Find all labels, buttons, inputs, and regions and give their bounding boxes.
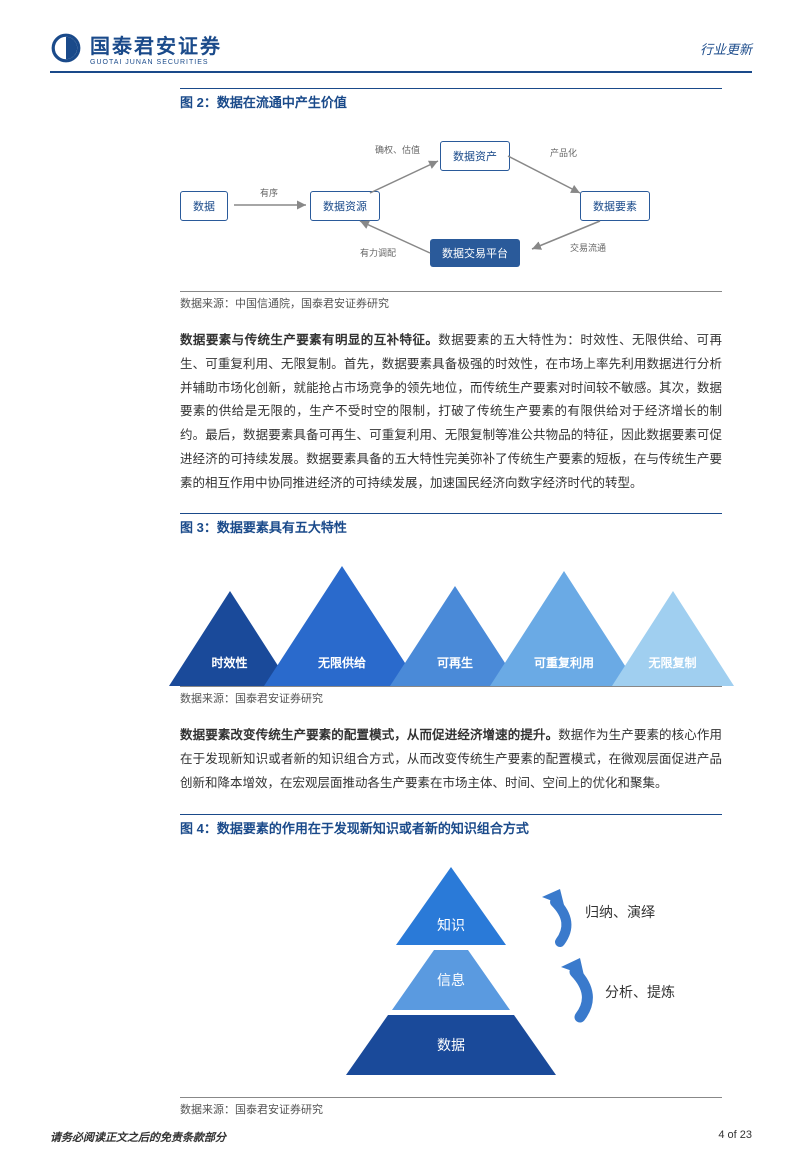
node-asset: 数据资产 [440, 141, 510, 171]
main-content: 图 2：数据在流通中产生价值 数据 数据资源 数据资产 数据要素 数据交易平台 … [180, 88, 722, 1117]
triangle-label-4: 可重复利用 [534, 656, 594, 672]
figure-2-source: 数据来源：中国信通院，国泰君安证券研究 [180, 295, 722, 311]
figure-3-source: 数据来源：国泰君安证券研究 [180, 690, 722, 706]
edge-label-4: 交易流通 [570, 241, 606, 254]
edge-label-5: 有力调配 [360, 246, 396, 259]
logo-text-chinese: 国泰君安证券 [90, 30, 222, 59]
logo-block: 国泰君安证券 GUOTAI JUNAN SECURITIES [50, 30, 222, 66]
paragraph-1-bold: 数据要素与传统生产要素有明显的互补特征。 [180, 333, 438, 347]
paragraph-1-text: 数据要素的五大特性为：时效性、无限供给、可再生、可重复利用、无限复制。首先，数据… [180, 333, 722, 490]
node-element: 数据要素 [580, 191, 650, 221]
node-platform: 数据交易平台 [430, 239, 520, 267]
page-number: 4 of 23 [718, 1129, 752, 1145]
side-label-top: 归纳、演绎 [585, 902, 655, 922]
node-data: 数据 [180, 191, 228, 221]
triangle-label-2: 无限供给 [312, 656, 372, 672]
figure-4-title: 图 4：数据要素的作用在于发现新知识或者新的知识组合方式 [180, 814, 722, 837]
logo-text-english: GUOTAI JUNAN SECURITIES [90, 59, 222, 66]
figure-4-source: 数据来源：国泰君安证券研究 [180, 1101, 722, 1117]
figure-4-diagram: 知识 信息 数据 [180, 847, 722, 1098]
paragraph-1: 数据要素与传统生产要素有明显的互补特征。数据要素的五大特性为：时效性、无限供给、… [180, 329, 722, 495]
triangle-label-3: 可再生 [425, 656, 485, 672]
triangle-label-1: 时效性 [200, 656, 260, 672]
arrow-bottom-icon [525, 957, 600, 1032]
footer-disclaimer: 请务必阅读正文之后的免责条款部分 [50, 1129, 226, 1145]
figure-3-diagram: 时效性 无限供给 可再生 可重复利用 无限复制 [180, 546, 722, 687]
edge-label-2: 确权、估值 [375, 143, 420, 156]
page-header: 国泰君安证券 GUOTAI JUNAN SECURITIES 行业更新 [50, 30, 752, 73]
edge-label-1: 有序 [260, 186, 278, 199]
pyramid-label-2: 信息 [437, 970, 465, 990]
arrow-top-icon [510, 887, 580, 957]
document-category: 行业更新 [700, 39, 752, 58]
node-resource: 数据资源 [310, 191, 380, 221]
paragraph-2: 数据要素改变传统生产要素的配置模式，从而促进经济增速的提升。数据作为生产要素的核… [180, 724, 722, 795]
pyramid-label-3: 数据 [437, 1035, 465, 1055]
triangle-5: 无限复制 [608, 591, 737, 686]
figure-2-title: 图 2：数据在流通中产生价值 [180, 88, 722, 111]
side-label-bottom: 分析、提炼 [605, 982, 675, 1002]
figure-2-diagram: 数据 数据资源 数据资产 数据要素 数据交易平台 有序 确权、估值 产品化 交易… [180, 121, 722, 292]
paragraph-2-bold: 数据要素改变传统生产要素的配置模式，从而促进经济增速的提升。 [180, 728, 558, 742]
company-logo-icon [50, 32, 82, 64]
figure-3-title: 图 3：数据要素具有五大特性 [180, 513, 722, 536]
edge-label-3: 产品化 [550, 146, 577, 159]
pyramid-label-1: 知识 [437, 915, 465, 935]
triangle-label-5: 无限复制 [643, 656, 703, 672]
page-footer: 请务必阅读正文之后的免责条款部分 4 of 23 [50, 1129, 752, 1145]
page: 国泰君安证券 GUOTAI JUNAN SECURITIES 行业更新 图 2：… [0, 0, 802, 1165]
